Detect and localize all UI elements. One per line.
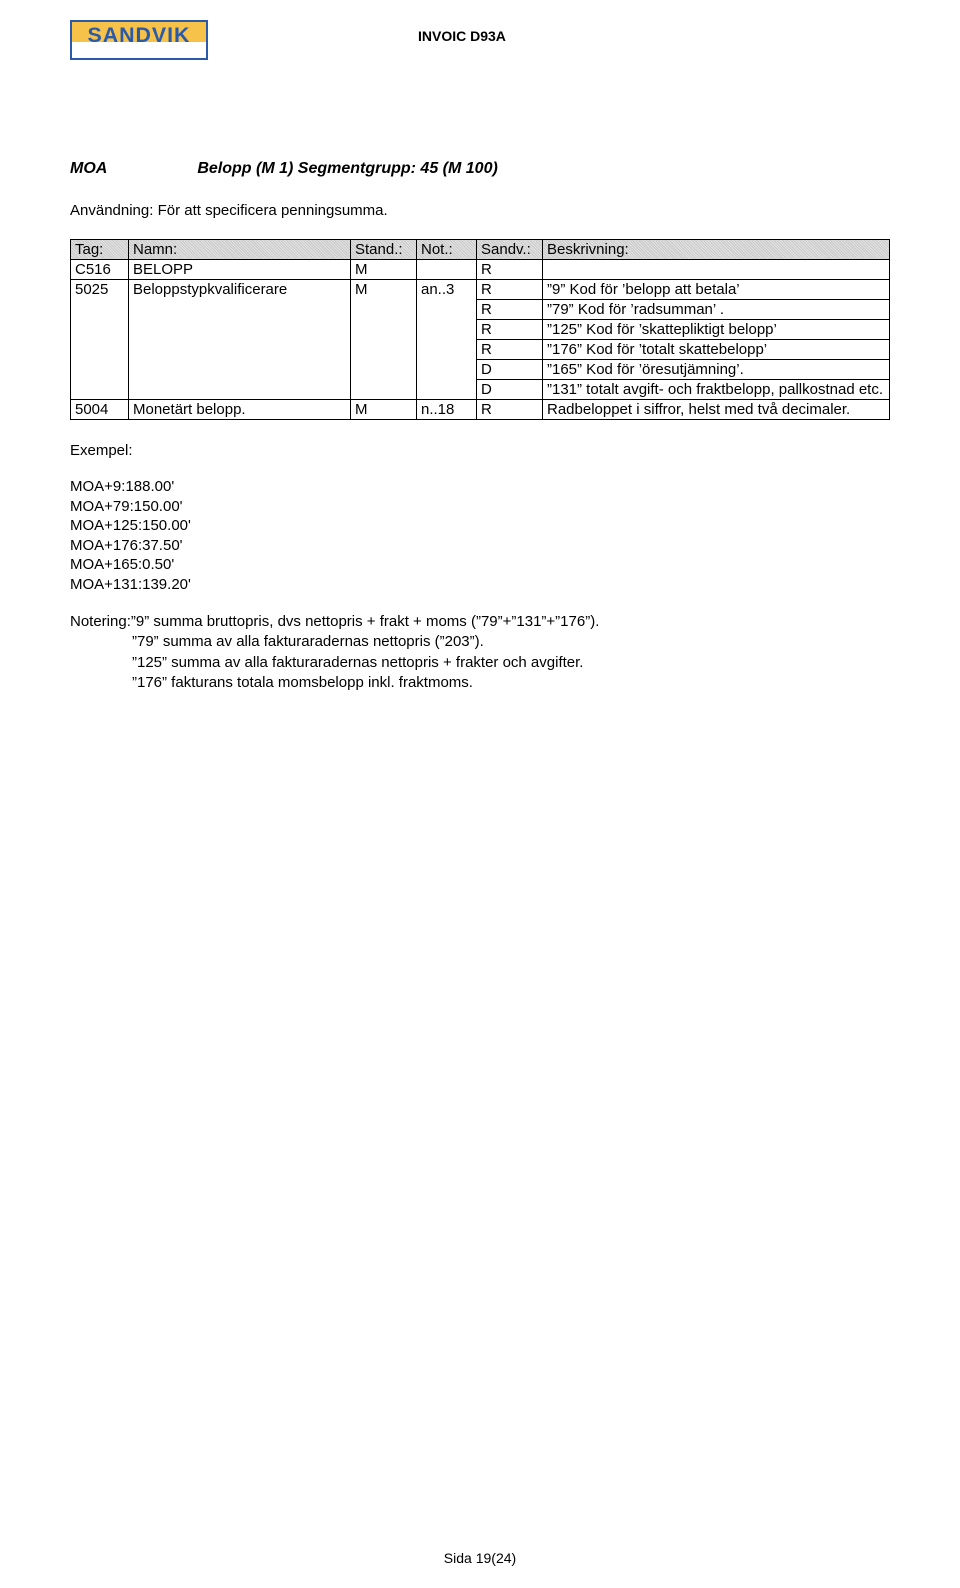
doc-title: INVOIC D93A	[418, 20, 506, 44]
cell-desc: ”176” Kod för ’totalt skattebelopp’	[543, 340, 890, 360]
header: SANDVIK INVOIC D93A	[70, 20, 890, 60]
th-stand: Stand.:	[351, 240, 417, 260]
cell-not	[417, 260, 477, 280]
example-line: MOA+165:0.50'	[70, 555, 890, 575]
cell-sandv: R	[477, 340, 543, 360]
cell-tag: 5004	[71, 400, 129, 420]
segment-code: MOA	[70, 160, 107, 178]
cell-tag: 5025	[71, 280, 129, 400]
note-line: ”176” fakturans totala momsbelopp inkl. …	[70, 673, 890, 693]
note-line: Notering:”9” summa bruttopris, dvs netto…	[70, 612, 890, 632]
cell-sandv: R	[477, 400, 543, 420]
table-row: 5025 Beloppstypkvalificerare M an..3 R ”…	[71, 280, 890, 300]
cell-sandv: R	[477, 300, 543, 320]
example-label: Exempel:	[70, 442, 890, 459]
usage-line: Användning: För att specificera pennings…	[70, 202, 890, 219]
cell-not: an..3	[417, 280, 477, 400]
cell-name: BELOPP	[129, 260, 351, 280]
th-beskr: Beskrivning:	[543, 240, 890, 260]
table-row: 5004 Monetärt belopp. M n..18 R Radbelop…	[71, 400, 890, 420]
example-line: MOA+125:150.00'	[70, 516, 890, 536]
cell-name: Monetärt belopp.	[129, 400, 351, 420]
spec-table: Tag: Namn: Stand.: Not.: Sandv.: Beskriv…	[70, 239, 890, 420]
cell-tag: C516	[71, 260, 129, 280]
table-row: C516 BELOPP M R	[71, 260, 890, 280]
segment-heading: MOA Belopp (M 1) Segmentgrupp: 45 (M 100…	[70, 160, 890, 178]
notes-block: Notering:”9” summa bruttopris, dvs netto…	[70, 612, 890, 693]
page: SANDVIK INVOIC D93A MOA Belopp (M 1) Seg…	[0, 0, 960, 1588]
cell-desc: Radbeloppet i siffror, helst med två dec…	[543, 400, 890, 420]
th-tag: Tag:	[71, 240, 129, 260]
cell-name: Beloppstypkvalificerare	[129, 280, 351, 400]
th-not: Not.:	[417, 240, 477, 260]
example-line: MOA+176:37.50'	[70, 536, 890, 556]
logo-text: SANDVIK	[88, 23, 191, 47]
cell-desc: ”165” Kod för ’öresutjämning’.	[543, 360, 890, 380]
example-line: MOA+131:139.20'	[70, 575, 890, 595]
example-block: MOA+9:188.00' MOA+79:150.00' MOA+125:150…	[70, 477, 890, 594]
cell-stand: M	[351, 260, 417, 280]
cell-desc	[543, 260, 890, 280]
cell-not: n..18	[417, 400, 477, 420]
sandvik-logo: SANDVIK	[70, 20, 208, 60]
cell-stand: M	[351, 280, 417, 400]
cell-desc: ”125” Kod för ’skattepliktigt belopp’	[543, 320, 890, 340]
sandvik-logo-svg: SANDVIK	[72, 20, 206, 60]
note-line: ”125” summa av alla fakturaradernas nett…	[70, 653, 890, 673]
cell-sandv: D	[477, 380, 543, 400]
cell-sandv: R	[477, 260, 543, 280]
th-sandv: Sandv.:	[477, 240, 543, 260]
table-header-row: Tag: Namn: Stand.: Not.: Sandv.: Beskriv…	[71, 240, 890, 260]
segment-description: Belopp (M 1) Segmentgrupp: 45 (M 100)	[197, 160, 497, 178]
page-footer: Sida 19(24)	[0, 1550, 960, 1566]
th-name: Namn:	[129, 240, 351, 260]
note-line: ”79” summa av alla fakturaradernas netto…	[70, 632, 890, 652]
example-line: MOA+79:150.00'	[70, 497, 890, 517]
cell-stand: M	[351, 400, 417, 420]
cell-sandv: D	[477, 360, 543, 380]
cell-sandv: R	[477, 280, 543, 300]
cell-desc: ”9” Kod för ’belopp att betala’	[543, 280, 890, 300]
cell-sandv: R	[477, 320, 543, 340]
cell-desc: ”79” Kod för ’radsumman’ .	[543, 300, 890, 320]
example-line: MOA+9:188.00'	[70, 477, 890, 497]
cell-desc: ”131” totalt avgift- och fraktbelopp, pa…	[543, 380, 890, 400]
